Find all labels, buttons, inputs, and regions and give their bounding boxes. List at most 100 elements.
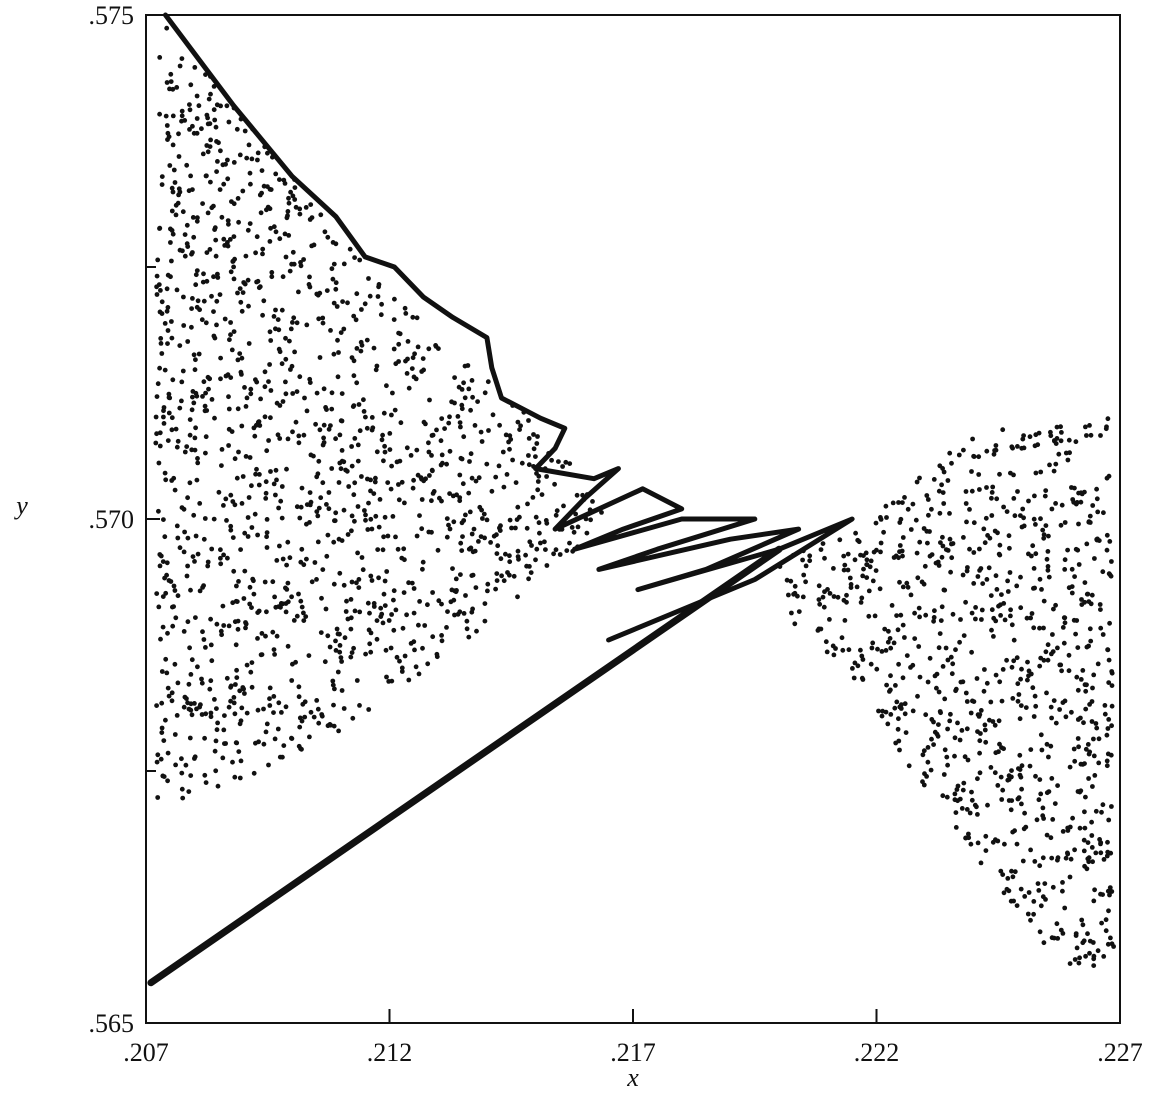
scatter-point	[567, 540, 572, 546]
scatter-point	[399, 669, 405, 674]
scatter-point	[1063, 855, 1069, 861]
scatter-point	[273, 326, 278, 332]
scatter-point	[242, 568, 248, 574]
scatter-point	[231, 276, 237, 282]
scatter-point	[1078, 715, 1083, 721]
scatter-point	[1060, 880, 1065, 885]
scatter-point	[515, 504, 521, 510]
scatter-point	[263, 490, 269, 496]
scatter-point	[203, 434, 209, 440]
scatter-point	[1092, 773, 1098, 778]
scatter-point	[197, 588, 203, 594]
scatter-point	[1077, 955, 1082, 961]
tick-labels: .207.212.217.222.227.575.570.565	[89, 1, 1143, 1067]
scatter-point	[1051, 468, 1057, 474]
scatter-point	[497, 422, 502, 428]
scatter-point	[429, 498, 434, 504]
scatter-point	[1089, 592, 1095, 598]
scatter-point	[527, 539, 533, 545]
scatter-point	[1074, 945, 1080, 951]
scatter-point	[203, 711, 209, 717]
scatter-point	[984, 448, 990, 454]
scatter-point	[958, 617, 963, 622]
scatter-point	[893, 683, 898, 688]
scatter-point	[165, 750, 171, 756]
scatter-point	[561, 503, 566, 509]
scatter-point	[181, 323, 187, 328]
scatter-point	[1014, 841, 1020, 847]
scatter-point	[287, 555, 293, 561]
scatter-point	[1076, 744, 1081, 750]
scatter-point	[1008, 807, 1014, 813]
scatter-point	[478, 534, 484, 539]
scatter-point	[485, 379, 491, 385]
scatter-point	[1076, 521, 1081, 527]
scatter-point	[1039, 747, 1045, 753]
scatter-point	[364, 425, 370, 431]
scatter-point	[271, 224, 277, 230]
scatter-point	[466, 386, 472, 392]
scatter-point	[824, 649, 830, 655]
scatter-point	[326, 506, 332, 512]
scatter-point	[831, 566, 836, 571]
scatter-point	[228, 527, 234, 533]
scatter-point	[264, 207, 269, 213]
scatter-point	[1106, 473, 1112, 479]
scatter-point	[373, 367, 379, 373]
scatter-point	[1107, 885, 1113, 890]
scatter-point	[529, 543, 534, 548]
scatter-point	[1075, 645, 1081, 650]
scatter-point	[271, 710, 276, 715]
scatter-point	[192, 435, 198, 441]
scatter-point	[218, 148, 223, 154]
scatter-point	[367, 293, 373, 299]
scatter-point	[1030, 685, 1036, 691]
scatter-point	[204, 143, 210, 148]
scatter-point	[196, 351, 202, 357]
scatter-point	[283, 391, 289, 397]
scatter-point	[975, 840, 981, 846]
scatter-point	[539, 492, 545, 497]
scatter-point	[161, 405, 167, 410]
scatter-point	[1109, 941, 1115, 947]
scatter-point	[845, 567, 851, 573]
scatter-point	[956, 452, 962, 458]
scatter-point	[1065, 547, 1070, 553]
scatter-point	[324, 288, 330, 293]
scatter-point	[995, 838, 1001, 844]
scatter-point	[218, 561, 224, 567]
scatter-point	[187, 107, 193, 113]
scatter-point	[410, 485, 416, 491]
scatter-point	[973, 605, 978, 610]
scatter-point	[949, 555, 955, 561]
scatter-point	[283, 379, 288, 385]
scatter-point	[356, 577, 362, 582]
scatter-point	[254, 234, 260, 240]
scatter-point	[195, 215, 200, 221]
scatter-point	[333, 638, 338, 644]
scatter-point	[208, 137, 214, 143]
scatter-point	[1062, 567, 1068, 572]
scatter-point	[162, 321, 168, 326]
scatter-point	[501, 578, 507, 584]
scatter-point	[337, 643, 343, 648]
scatter-point	[323, 405, 328, 410]
scatter-point	[273, 229, 279, 235]
scatter-point	[191, 400, 197, 406]
scatter-point	[1063, 450, 1069, 456]
scatter-point	[1018, 676, 1023, 682]
scatter-point	[176, 186, 182, 192]
scatter-point	[985, 533, 990, 538]
scatter-point	[1107, 620, 1112, 626]
scatter-point	[1089, 819, 1094, 825]
scatter-point	[430, 491, 436, 496]
scatter-point	[900, 622, 906, 628]
scatter-point	[932, 673, 938, 679]
scatter-point	[292, 185, 298, 191]
scatter-point	[1033, 773, 1038, 779]
scatter-point	[952, 791, 958, 797]
scatter-point	[187, 480, 193, 486]
scatter-point	[187, 102, 192, 107]
scatter-point	[361, 409, 367, 414]
scatter-point	[321, 440, 327, 445]
